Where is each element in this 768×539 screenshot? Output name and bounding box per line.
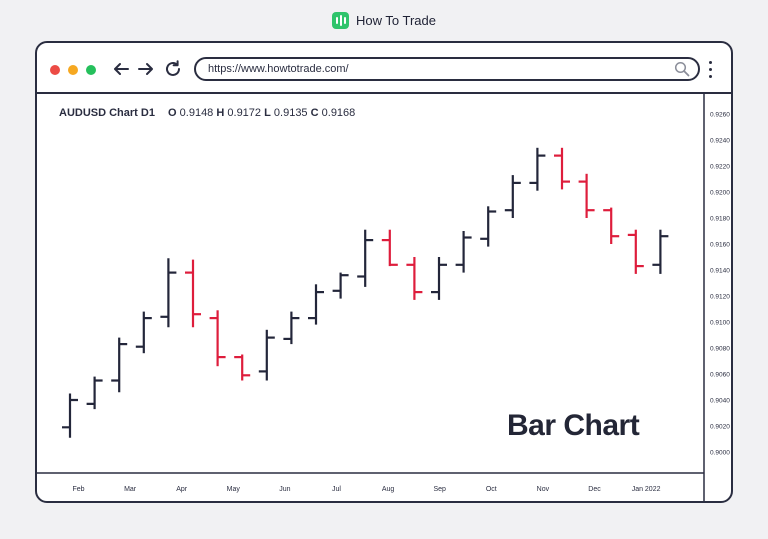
brand-header: How To Trade — [0, 12, 768, 29]
high-label: H — [216, 107, 225, 119]
y-tick-label: 0.9020 — [710, 424, 730, 431]
address-bar[interactable]: https://www.howtotrade.com/ — [194, 57, 700, 81]
url-text: https://www.howtotrade.com/ — [208, 63, 349, 75]
x-tick-label: Jun — [279, 486, 290, 493]
low-value: 0.9135 — [273, 107, 308, 119]
ohlc-bar — [111, 337, 128, 393]
ohlc-bar — [62, 393, 78, 438]
x-tick-label: Sep — [433, 486, 446, 493]
ohlc-bar — [209, 310, 226, 367]
x-tick-label: May — [227, 486, 241, 493]
ohlc-bar — [578, 173, 595, 218]
close-label: C — [310, 107, 319, 119]
reload-icon[interactable] — [162, 57, 184, 81]
ohlc-bar — [86, 376, 103, 410]
x-tick-label: Dec — [588, 486, 601, 493]
ohlc-bar — [406, 257, 423, 300]
y-tick-label: 0.9180 — [710, 216, 730, 223]
x-tick-label: Nov — [537, 486, 550, 493]
search-icon[interactable] — [674, 61, 690, 82]
ohlc-bar — [603, 207, 620, 244]
forward-arrow-icon[interactable] — [135, 57, 157, 81]
x-tick-label: Oct — [486, 486, 497, 493]
y-tick-label: 0.9200 — [710, 190, 730, 197]
open-label: O — [168, 107, 177, 119]
close-value: 0.9168 — [321, 107, 356, 119]
maximize-window-button[interactable] — [86, 65, 96, 75]
chart-legend: AUDUSD Chart D1 O 0.9148 H 0.9172 L 0.91… — [59, 107, 355, 119]
y-tick-label: 0.9060 — [710, 372, 730, 379]
close-window-button[interactable] — [50, 65, 60, 75]
x-tick-label: Aug — [382, 486, 395, 493]
ohlc-bar — [480, 206, 497, 247]
y-tick-label: 0.9100 — [710, 320, 730, 327]
x-tick-label: Jan 2022 — [632, 486, 661, 493]
y-tick-label: 0.9160 — [710, 242, 730, 249]
x-tick-label: Mar — [124, 486, 137, 493]
bar-chart-logo-icon — [332, 12, 350, 29]
ohlc-bar — [431, 257, 447, 300]
y-tick-label: 0.9240 — [710, 138, 730, 145]
y-tick-label: 0.9080 — [710, 346, 730, 353]
browser-window: https://www.howtotrade.com/ AUDUSD Chart… — [35, 41, 733, 503]
y-tick-label: 0.9220 — [710, 164, 730, 171]
x-tick-label: Feb — [72, 486, 84, 493]
x-tick-label: Apr — [176, 486, 188, 493]
ohlc-bar — [627, 229, 644, 274]
ohlc-bar — [234, 354, 251, 381]
brand-name: How To Trade — [356, 13, 436, 28]
ohlc-bar — [308, 284, 324, 325]
ohlc-bar — [160, 258, 177, 328]
ohlc-bar — [381, 229, 398, 267]
minimize-window-button[interactable] — [68, 65, 78, 75]
ohlc-bar — [504, 175, 521, 218]
browser-toolbar: https://www.howtotrade.com/ — [37, 43, 731, 94]
y-tick-label: 0.9260 — [710, 112, 730, 119]
chart-type-watermark: Bar Chart — [507, 409, 640, 442]
ohlc-bar — [652, 229, 669, 274]
ohlc-bar — [529, 147, 546, 191]
high-value: 0.9172 — [227, 107, 262, 119]
y-tick-label: 0.9040 — [710, 398, 730, 405]
ohlc-bar — [185, 259, 201, 328]
back-arrow-icon[interactable] — [110, 57, 132, 81]
kebab-menu-icon[interactable] — [705, 57, 715, 81]
ohlc-bar — [283, 311, 300, 345]
y-tick-label: 0.9000 — [710, 450, 730, 457]
ohlc-bar — [135, 311, 152, 354]
ohlc-bar — [554, 147, 570, 190]
y-tick-label: 0.9140 — [710, 268, 730, 275]
open-value: 0.9148 — [179, 107, 214, 119]
low-label: L — [264, 107, 271, 119]
ohlc-bar — [332, 272, 349, 299]
ohlc-bar — [357, 229, 374, 287]
y-tick-label: 0.9120 — [710, 294, 730, 301]
ohlc-bar — [455, 231, 472, 273]
chart-symbol: AUDUSD Chart D1 — [59, 107, 155, 119]
bar-chart[interactable]: 0.9000 0.9020 0.9040 0.9060 0.9080 0.9100 0.91… — [37, 43, 733, 503]
x-tick-label: Jul — [332, 486, 341, 493]
ohlc-bar — [258, 329, 275, 381]
